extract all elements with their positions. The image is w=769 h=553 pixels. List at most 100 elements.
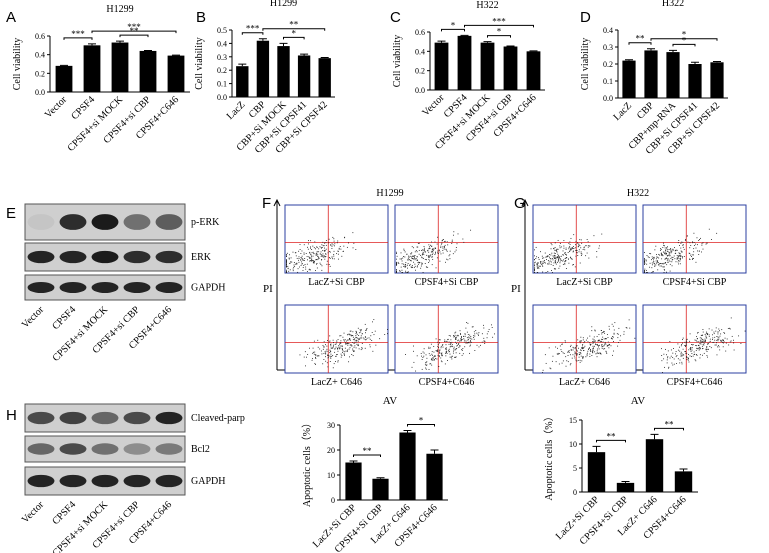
event-dot (716, 339, 718, 341)
event-dot (702, 347, 704, 349)
event-dot (583, 347, 585, 349)
event-dot (310, 254, 312, 256)
event-dot (678, 240, 680, 241)
event-dot (628, 319, 630, 321)
event-dot (698, 240, 700, 242)
event-dot (604, 342, 606, 344)
event-dot (593, 340, 595, 342)
event-dot (361, 333, 363, 335)
event-dot (572, 264, 574, 266)
event-dot (346, 334, 348, 336)
event-dot (722, 342, 724, 344)
error-bar (625, 59, 633, 61)
event-dot (713, 333, 715, 335)
event-dot (677, 349, 679, 351)
event-dot (646, 255, 648, 257)
event-dot (428, 256, 430, 258)
event-dot (666, 264, 668, 266)
event-dot (574, 351, 576, 353)
event-dot (313, 260, 314, 262)
event-dot (706, 346, 708, 348)
event-dot (449, 258, 451, 260)
event-dot (700, 348, 701, 350)
event-dot (354, 345, 356, 347)
event-dot (357, 340, 359, 342)
event-dot (623, 333, 625, 335)
event-dot (322, 253, 324, 255)
event-dot (534, 268, 535, 270)
event-dot (483, 340, 485, 342)
event-dot (578, 347, 579, 349)
event-dot (453, 231, 455, 233)
y-tick-label: 10 (569, 440, 577, 449)
event-dot (447, 359, 448, 361)
event-dot (665, 348, 666, 350)
event-dot (717, 338, 719, 340)
event-dot (554, 247, 556, 248)
event-dot (459, 340, 461, 342)
event-dot (430, 343, 432, 345)
event-dot (437, 236, 439, 238)
event-dot (322, 363, 324, 365)
event-dot (464, 346, 466, 348)
event-dot (405, 262, 407, 264)
event-dot (542, 262, 543, 264)
event-dot (577, 353, 578, 355)
event-dot (463, 335, 465, 337)
error-bar (650, 433, 659, 440)
event-dot (677, 261, 679, 263)
event-dot (425, 367, 427, 369)
event-dot (457, 335, 459, 337)
event-dot (315, 357, 316, 358)
event-dot (668, 253, 670, 255)
event-dot (617, 337, 619, 339)
event-dot (705, 243, 707, 245)
event-dot (342, 250, 344, 252)
event-dot (653, 256, 655, 258)
event-dot (319, 253, 321, 255)
event-dot (606, 352, 608, 354)
event-dot (716, 342, 718, 344)
event-dot (462, 348, 464, 349)
event-dot (408, 255, 410, 257)
event-dot (644, 252, 645, 254)
event-dot (438, 252, 439, 254)
event-dot (601, 347, 603, 349)
event-dot (423, 348, 425, 350)
event-dot (572, 349, 574, 351)
event-dot (702, 329, 704, 330)
event-dot (336, 354, 338, 355)
error-bar (320, 56, 329, 59)
event-dot (310, 269, 311, 271)
event-dot (607, 337, 609, 339)
event-dot (553, 252, 555, 254)
event-dot (695, 349, 697, 351)
bar (55, 65, 73, 92)
event-dot (445, 355, 447, 357)
blot-band (91, 411, 119, 425)
significance-bracket (283, 36, 305, 40)
event-dot (328, 242, 330, 244)
event-dot (684, 345, 686, 346)
event-dot (308, 256, 310, 258)
event-dot (320, 254, 322, 256)
event-dot (544, 261, 545, 263)
event-dot (575, 240, 577, 242)
event-dot (574, 353, 576, 355)
event-dot (341, 345, 343, 347)
event-dot (590, 351, 592, 352)
bar (345, 462, 362, 500)
event-dot (413, 267, 415, 269)
event-dot (551, 270, 552, 271)
event-dot (344, 354, 345, 356)
event-dot (478, 332, 480, 334)
event-dot (555, 261, 557, 263)
event-dot (337, 347, 339, 349)
event-dot (613, 332, 615, 334)
event-dot (556, 249, 557, 251)
event-dot (702, 331, 704, 333)
event-dot (686, 338, 688, 340)
significance-bracket (353, 454, 381, 457)
event-dot (465, 342, 467, 344)
event-dot (605, 350, 607, 352)
